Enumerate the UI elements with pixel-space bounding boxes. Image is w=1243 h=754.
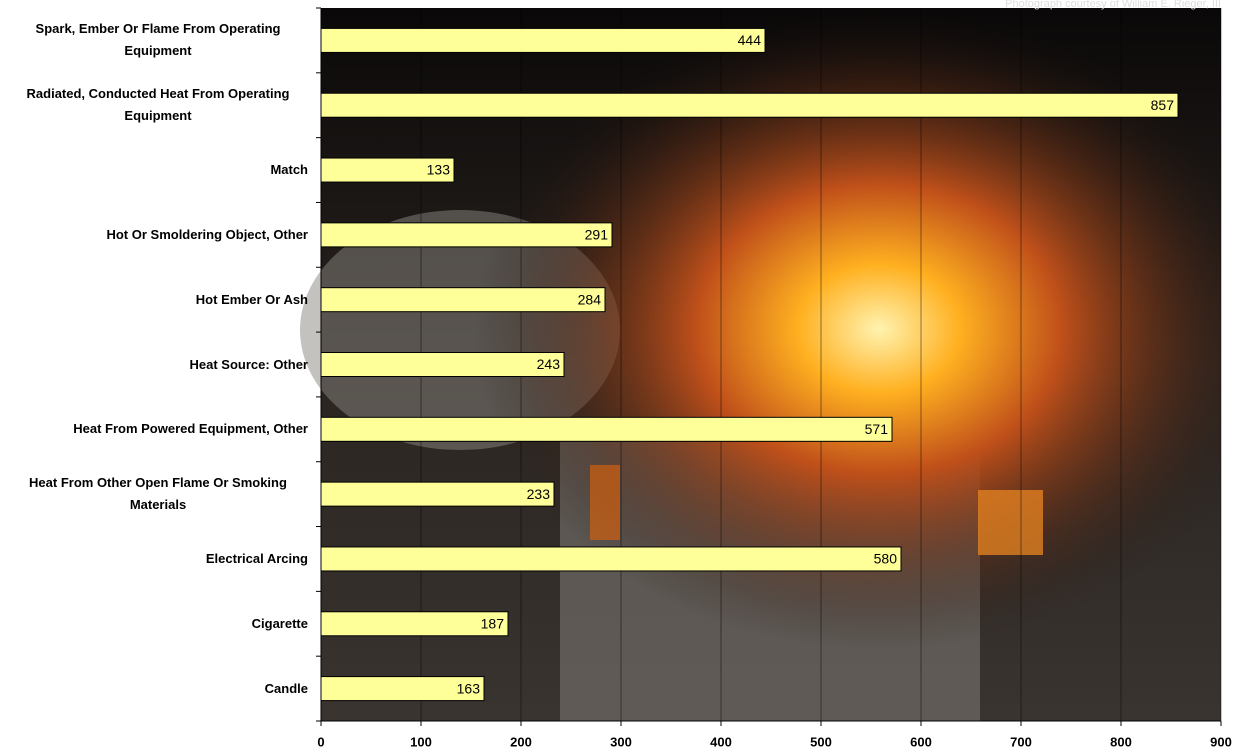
- bar: [320, 92, 1179, 118]
- value-label: 444: [738, 32, 762, 48]
- x-tick-label: 500: [810, 734, 832, 749]
- y-tick-label: Hot Ember Or Ash: [8, 289, 308, 311]
- x-tick-label: 100: [410, 734, 432, 749]
- x-tick-label: 900: [1210, 734, 1232, 749]
- value-label: 163: [457, 680, 481, 696]
- value-label: 233: [527, 486, 551, 502]
- bar: [320, 352, 565, 377]
- bar: [320, 27, 766, 53]
- value-label: 284: [578, 291, 602, 307]
- x-tick-label: 600: [910, 734, 932, 749]
- x-tick-label: 300: [610, 734, 632, 749]
- category-text: Cigarette: [251, 615, 308, 631]
- category-text: Radiated, Conducted Heat From Operating …: [26, 86, 290, 124]
- category-text: Hot Or Smoldering Object, Other: [106, 226, 308, 242]
- y-tick-label: Cigarette: [8, 613, 308, 635]
- bar: [320, 222, 613, 248]
- y-tick-label: Radiated, Conducted Heat From Operating …: [8, 83, 308, 127]
- bar: [320, 287, 606, 313]
- x-tick-label: 700: [1010, 734, 1032, 749]
- value-label: 857: [1151, 97, 1175, 113]
- y-tick-label: Electrical Arcing: [8, 548, 308, 570]
- value-label: 243: [537, 356, 561, 372]
- bar: [320, 611, 509, 637]
- category-text: Candle: [264, 680, 308, 696]
- y-tick-label: Heat Source: Other: [8, 354, 308, 376]
- y-tick-label: Match: [8, 159, 308, 181]
- value-label: 291: [585, 227, 609, 243]
- y-tick-label: Candle: [8, 678, 308, 700]
- value-label: 571: [865, 421, 889, 437]
- category-text: Heat From Other Open Flame Or Smoking Ma…: [29, 475, 287, 513]
- category-text: Match: [270, 162, 308, 178]
- category-text: Heat Source: Other: [189, 356, 308, 372]
- value-label: 580: [874, 551, 898, 567]
- x-tick-label: 400: [710, 734, 732, 749]
- bar: [320, 157, 455, 183]
- bar: [320, 481, 555, 507]
- photo-credit: Photograph courtesy of William E. Rieger…: [1005, 0, 1221, 10]
- category-text: Hot Ember Or Ash: [195, 291, 308, 307]
- x-tick-label: 800: [1110, 734, 1132, 749]
- y-tick-label: Heat From Powered Equipment, Other: [8, 418, 308, 440]
- x-tick-label: 0: [317, 734, 324, 749]
- category-text: Electrical Arcing: [205, 550, 308, 566]
- x-tick-label: 200: [510, 734, 532, 749]
- y-tick-label: Hot Or Smoldering Object, Other: [8, 224, 308, 246]
- category-text: Heat From Powered Equipment, Other: [73, 421, 308, 437]
- value-label: 187: [481, 615, 505, 631]
- bar: [320, 546, 902, 572]
- bar: [320, 676, 485, 702]
- y-tick-label: Heat From Other Open Flame Or Smoking Ma…: [8, 472, 308, 516]
- y-tick-label: Spark, Ember Or Flame From Operating Equ…: [8, 18, 308, 62]
- value-label: 133: [427, 162, 451, 178]
- background-photo: [300, 8, 1221, 721]
- bar: [320, 416, 893, 442]
- category-text: Spark, Ember Or Flame From Operating Equ…: [35, 21, 281, 59]
